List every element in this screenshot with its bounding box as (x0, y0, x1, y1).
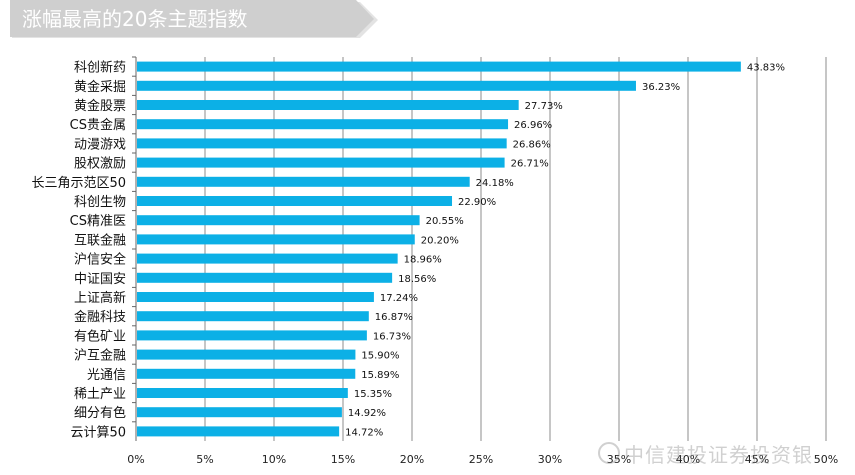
x-tick-label: 15% (331, 453, 355, 466)
watermark: 中信建投证券投资银 (598, 442, 813, 468)
data-label: 26.71% (511, 159, 549, 170)
category-label: CS贵金属 (70, 117, 126, 133)
category-label: 长三角示范区50 (31, 176, 126, 191)
bar (137, 253, 398, 264)
category-label: 有色矿业 (74, 328, 126, 344)
data-label: 14.92% (348, 408, 386, 419)
bar (137, 138, 507, 149)
bar (137, 349, 356, 360)
data-label: 26.96% (514, 120, 552, 131)
data-label: 16.87% (375, 312, 413, 323)
bar (137, 100, 519, 110)
bar (137, 368, 356, 379)
x-tick-label: 40% (676, 453, 700, 466)
category-label: 光通信 (87, 368, 126, 383)
bar (137, 196, 453, 206)
category-label: 细分有色 (74, 405, 126, 421)
watermark-text: 中信建投证券投资银 (624, 443, 813, 467)
x-tick-label: 30% (538, 453, 562, 466)
data-label: 43.83% (747, 63, 785, 74)
data-label: 24.18% (476, 178, 514, 189)
category-label: 金融科技 (74, 309, 126, 325)
data-label: 15.89% (361, 370, 399, 381)
category-label: 云计算50 (70, 425, 126, 440)
bar (137, 176, 470, 187)
category-label: 互联金融 (74, 232, 126, 248)
category-label: CS精准医 (70, 214, 126, 229)
category-label: 沪信安全 (74, 252, 126, 268)
data-label: 36.23% (642, 82, 680, 93)
bar (137, 311, 369, 322)
data-label: 26.86% (513, 139, 551, 150)
title-banner (10, 0, 378, 38)
bar (137, 80, 636, 91)
data-label: 14.72% (345, 427, 383, 438)
chart-title: 涨幅最高的20条主题指数 (22, 7, 248, 31)
category-label: 动漫游戏 (74, 137, 126, 152)
data-label: 16.73% (373, 331, 411, 342)
bar (137, 61, 741, 72)
x-tick-label: 20% (400, 453, 424, 466)
data-label: 18.96% (404, 255, 442, 266)
data-label: 15.35% (354, 389, 392, 400)
bar (137, 407, 342, 418)
bar (137, 426, 340, 437)
category-label: 中证国安 (74, 272, 126, 287)
bar (137, 388, 348, 398)
x-tick-label: 25% (469, 453, 493, 466)
data-label: 18.56% (398, 274, 436, 285)
category-label: 科创生物 (74, 195, 126, 210)
bar (137, 292, 374, 302)
x-tick-label: 45% (745, 453, 769, 466)
x-tick-label: 10% (262, 453, 286, 466)
bar (137, 215, 420, 226)
bar (137, 330, 367, 341)
category-label: 科创新药 (74, 60, 126, 76)
x-tick-label: 50% (814, 453, 838, 466)
title-banner-fill (10, 0, 374, 37)
bar (137, 272, 393, 283)
category-label: 股权激励 (74, 156, 126, 172)
category-label: 上证高新 (74, 290, 126, 306)
data-label: 20.55% (426, 216, 464, 227)
category-label: 稀土产业 (74, 387, 126, 402)
data-label: 15.90% (361, 351, 399, 362)
bar (137, 157, 505, 168)
watermark-logo-icon (598, 442, 620, 464)
data-label: 20.20% (421, 235, 459, 246)
data-label: 27.73% (525, 101, 563, 112)
bar (137, 234, 415, 245)
data-label: 22.90% (458, 197, 496, 208)
category-label: 黄金采掘 (74, 79, 126, 95)
category-label: 黄金股票 (74, 98, 126, 114)
category-label: 沪互金融 (74, 348, 126, 364)
bar (137, 119, 509, 130)
x-tick-label: 0% (127, 453, 144, 466)
data-label: 17.24% (380, 293, 418, 304)
x-tick-label: 5% (196, 453, 213, 466)
